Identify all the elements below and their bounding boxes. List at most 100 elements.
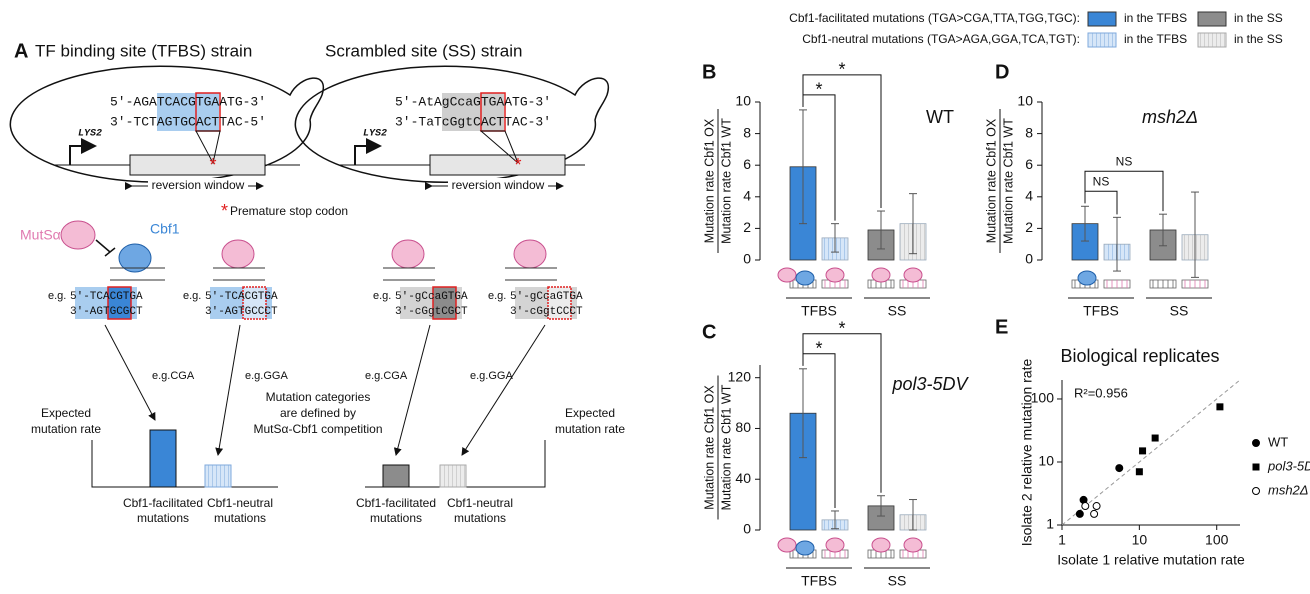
- y-tick-label: 1: [1046, 516, 1054, 532]
- x-category-label: SS: [888, 573, 907, 589]
- y-tick-label: 10: [735, 93, 751, 109]
- mutsa-icon: [825, 537, 845, 553]
- x-category-label: TFBS: [1083, 303, 1119, 319]
- star: *: [209, 155, 216, 175]
- panel-letter: A: [14, 40, 28, 62]
- legend-swatch: [1087, 32, 1117, 48]
- y-tick-label: 40: [735, 470, 751, 486]
- y-tick-label: 0: [1025, 251, 1033, 267]
- legend-swatch: [1197, 11, 1227, 27]
- sequence: 3′-TaTcGgtCACTTAC-3′: [395, 114, 551, 129]
- category-label: mutations: [370, 511, 422, 525]
- point: [1092, 502, 1101, 511]
- y-tick-label: 6: [743, 156, 751, 172]
- x-tick-label: 1: [1058, 532, 1066, 548]
- sequence: 5′-TCACGTGA: [205, 291, 278, 303]
- insert-triangle: [195, 130, 221, 165]
- annotation: *: [815, 80, 822, 100]
- chart-title: pol3-5DV: [891, 374, 969, 394]
- mutsa-icon: [60, 220, 96, 250]
- axis-label: mutation rate: [555, 422, 625, 436]
- error-bar: [1191, 191, 1199, 278]
- gene-label: LYS2: [363, 129, 387, 140]
- y-tick-label: 4: [1025, 188, 1033, 204]
- promoter-arrow: [354, 138, 382, 165]
- sequence: 3′-AGTGCGCT: [70, 306, 143, 318]
- arrow: [215, 324, 241, 456]
- arrow: [461, 324, 546, 456]
- mutsa-icon: [871, 267, 891, 283]
- gene-box: [429, 154, 566, 176]
- schematic-bar: [439, 464, 467, 488]
- point: [1090, 509, 1099, 518]
- y-tick-label: 0: [743, 521, 751, 537]
- cbf1-icon: [1077, 270, 1097, 286]
- error-bar: [831, 223, 839, 253]
- panel-letter: D: [995, 61, 1009, 83]
- legend-swatch: [1197, 32, 1227, 48]
- chart-title: msh2Δ: [1142, 107, 1198, 127]
- point: [1081, 502, 1090, 511]
- category-label: mutations: [454, 511, 506, 525]
- error-bar: [877, 495, 885, 517]
- cbf1-label: Cbf1: [150, 221, 180, 237]
- legend-marker: [1252, 487, 1260, 495]
- point: [1151, 434, 1159, 442]
- identity-line: [1061, 379, 1241, 526]
- mutsa-icon: [777, 537, 797, 553]
- legend-item: in the TFBS: [1124, 32, 1187, 46]
- error-bar: [1081, 205, 1089, 242]
- mutsa-icon: [777, 267, 797, 283]
- schematic-axis: [365, 440, 546, 488]
- sequence: 5′-AtAgCcaGTGAATG-3′: [395, 94, 551, 109]
- window-label: reversion window: [152, 178, 245, 192]
- sequence: 5′-AGATCACGTGAATG-3′: [110, 94, 266, 109]
- legend-label: pol3-5DV: [1267, 458, 1310, 473]
- axis-label: mutation rate: [31, 422, 101, 436]
- error-bar: [799, 109, 807, 225]
- annotation: *: [838, 319, 845, 339]
- note: are defined by: [280, 406, 356, 420]
- y-axis-label: Isolate 2 relative mutation rate: [1019, 359, 1035, 547]
- sequence: 3′-TCTAGTGCACTTAC-5′: [110, 114, 266, 129]
- bracket: [1084, 170, 1164, 212]
- note: Mutation categories: [266, 390, 371, 404]
- mutation-label: e.g.GGA: [245, 370, 288, 382]
- error-bar: [909, 193, 917, 255]
- y-tick-label: 4: [743, 188, 751, 204]
- panel-letter: C: [702, 321, 716, 343]
- y-tick-label: 0: [743, 251, 751, 267]
- category-label: Cbf1-facilitated: [123, 496, 203, 510]
- label-bg: [448, 178, 548, 194]
- y-tick-label: 80: [735, 419, 751, 435]
- error-bar: [877, 210, 885, 250]
- y-axis-label: Mutation rate Cbf1 WT: [719, 118, 733, 244]
- legend-item: in the TFBS: [1124, 11, 1187, 25]
- legend-row-label: Cbf1-neutral mutations (TGA>AGA,GGA,TCA,…: [802, 32, 1080, 46]
- schematic-axis: [91, 440, 278, 488]
- arrow: [104, 324, 156, 421]
- protein-icons: [60, 220, 557, 281]
- schematic-bar: [382, 464, 410, 488]
- error-bar: [1159, 213, 1167, 247]
- cbf1-icon: [795, 540, 815, 556]
- y-tick-label: 2: [1025, 219, 1033, 235]
- highlight: [157, 93, 219, 131]
- codon-box: [242, 286, 267, 320]
- category-label: mutations: [137, 511, 189, 525]
- strain-title: Scrambled site (SS) strain: [325, 41, 522, 60]
- legend-swatch: [1087, 11, 1117, 27]
- x-tick-label: 100: [1205, 532, 1229, 548]
- cbf1-icon: [795, 270, 815, 286]
- mutsa-icon: [903, 537, 923, 553]
- annotation: *: [838, 60, 845, 80]
- mutation-label: e.g.GGA: [470, 370, 513, 382]
- promoter-arrow: [69, 138, 97, 165]
- bracket: [802, 333, 882, 493]
- sequence: 5′-gCcaGTGA: [510, 291, 583, 303]
- arrow: [393, 324, 431, 456]
- legend: Cbf1-facilitated mutations (TGA>CGA,TTA,…: [789, 11, 1283, 48]
- chart-title: Biological replicates: [1060, 346, 1219, 366]
- insert-triangle: [479, 130, 519, 164]
